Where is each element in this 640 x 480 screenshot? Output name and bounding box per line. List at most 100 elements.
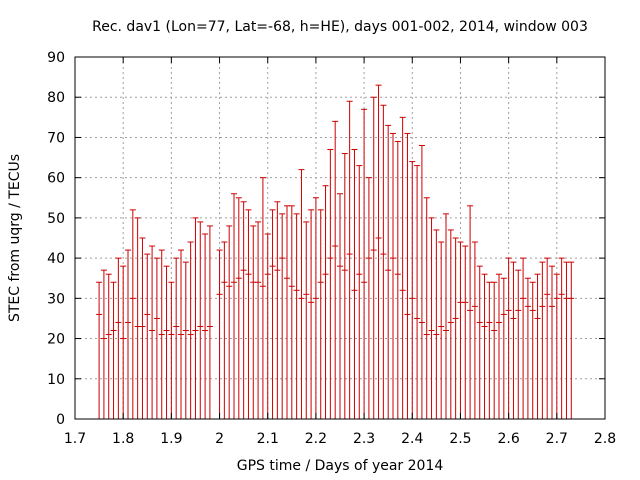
error-bar — [308, 209, 315, 419]
x-axis-ticks: 1.7 1.8 1.9 2 2.1 2.2 2.3 2.4 2.5 2.6 2.7 2.8 — [64, 57, 616, 447]
error-bar — [187, 241, 194, 419]
x-tick-label: 2 — [215, 431, 224, 447]
error-bar — [486, 281, 493, 419]
x-tick-label: 2.5 — [449, 431, 471, 447]
error-bar — [471, 241, 478, 419]
error-bar — [298, 169, 305, 419]
error-bar — [274, 201, 281, 419]
x-tick-label: 1.8 — [112, 431, 134, 447]
error-bar — [520, 257, 527, 419]
error-bar — [375, 84, 382, 419]
error-bar — [173, 257, 180, 419]
error-bar — [332, 120, 339, 419]
error-bar — [115, 257, 122, 419]
error-bar — [433, 229, 440, 419]
error-bar — [255, 221, 262, 419]
y-axis-ticks: 0 10 20 30 40 50 60 70 80 90 — [47, 50, 605, 428]
error-bar — [549, 265, 555, 419]
error-bar — [312, 197, 319, 419]
error-bar — [505, 257, 512, 419]
error-bar — [481, 273, 488, 419]
error-bar — [553, 273, 560, 419]
error-bar — [365, 177, 372, 419]
error-bars — [96, 84, 575, 419]
error-bar — [558, 257, 565, 419]
error-bar — [447, 229, 454, 419]
error-bar — [476, 265, 483, 419]
error-bar — [105, 273, 112, 419]
error-bar — [149, 245, 156, 419]
chart-title: Rec. dav1 (Lon=77, Lat=-68, h=HE), days … — [92, 19, 588, 35]
error-bar — [144, 253, 151, 419]
error-bar — [385, 124, 392, 419]
error-bar — [293, 213, 300, 419]
error-bar — [462, 245, 469, 419]
y-tick-label: 0 — [56, 412, 65, 428]
error-bar — [467, 205, 474, 419]
y-tick-label: 90 — [47, 50, 65, 66]
error-bar — [404, 132, 411, 419]
error-bar — [394, 140, 401, 419]
error-bar — [322, 185, 329, 419]
plot-frame — [74, 56, 606, 420]
x-tick-label: 2.1 — [257, 431, 279, 447]
error-bar — [221, 241, 228, 419]
error-bar — [341, 153, 348, 419]
x-tick-label: 2.3 — [353, 431, 375, 447]
error-bar — [443, 213, 449, 419]
error-bar — [125, 249, 131, 419]
y-tick-label: 80 — [47, 90, 65, 106]
x-tick-label: 1.9 — [160, 431, 182, 447]
error-bar — [496, 273, 502, 419]
error-bar — [139, 237, 146, 419]
error-bar — [457, 241, 464, 419]
error-bar — [192, 217, 199, 419]
error-bar — [327, 149, 334, 419]
error-bar — [168, 281, 175, 419]
error-bar — [515, 269, 522, 419]
y-tick-label: 70 — [47, 130, 65, 146]
y-tick-label: 10 — [47, 372, 65, 388]
x-tick-label: 2.8 — [594, 431, 616, 447]
error-bar — [529, 281, 536, 419]
error-bar — [351, 149, 358, 419]
error-bar — [158, 249, 165, 419]
error-bar — [240, 201, 247, 419]
error-bar — [346, 100, 353, 419]
error-bar — [235, 197, 242, 419]
error-bar — [178, 249, 184, 419]
error-bar — [120, 265, 127, 419]
x-axis-title: GPS time / Days of year 2014 — [237, 458, 444, 474]
error-bar — [259, 177, 266, 419]
error-bar — [245, 209, 252, 419]
error-bar — [409, 161, 416, 419]
error-bar — [399, 116, 406, 419]
error-bar — [288, 205, 295, 419]
error-bar — [134, 217, 141, 419]
x-tick-label: 2.7 — [546, 431, 568, 447]
error-bar — [423, 197, 430, 419]
error-bar — [544, 257, 551, 419]
error-bar — [264, 233, 271, 419]
error-bar — [510, 261, 517, 419]
error-bar — [317, 209, 324, 419]
error-bar — [182, 261, 189, 419]
y-tick-label: 40 — [47, 251, 65, 267]
error-bar — [96, 281, 103, 419]
error-bar — [380, 104, 387, 419]
error-bar — [418, 144, 425, 419]
y-tick-label: 30 — [47, 291, 65, 307]
error-bar — [414, 165, 421, 419]
error-bar — [153, 257, 160, 419]
error-bar — [250, 225, 257, 419]
x-tick-label: 2.6 — [498, 431, 520, 447]
error-bar — [563, 261, 570, 419]
error-bar — [390, 132, 396, 419]
error-bar — [231, 193, 237, 419]
x-tick-label: 2.2 — [305, 431, 327, 447]
y-tick-label: 20 — [47, 332, 65, 348]
error-bar — [206, 225, 213, 419]
error-bar — [284, 205, 290, 419]
error-bar — [226, 225, 233, 419]
